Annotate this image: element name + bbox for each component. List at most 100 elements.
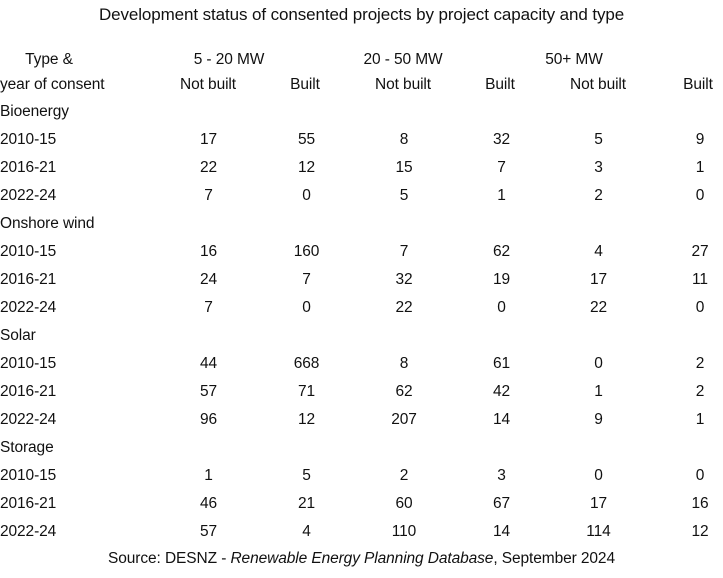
- value-cell: 9: [594, 411, 603, 428]
- period-label: 2022-24: [0, 187, 57, 204]
- table-row: 2016-21 22 12 15 7 3 1: [0, 154, 723, 182]
- section-label: Solar: [0, 327, 36, 344]
- value-cell: 16: [691, 495, 709, 512]
- value-cell: 67: [492, 495, 511, 512]
- value-cell: 1: [204, 467, 213, 484]
- value-cell: 0: [594, 467, 603, 484]
- value-cell: 0: [302, 187, 311, 204]
- value-cell: 24: [199, 271, 218, 288]
- chart-title: Development status of consented projects…: [98, 5, 625, 24]
- value-cell: 7: [302, 271, 311, 288]
- value-cell: 8: [399, 131, 409, 148]
- period-label: 2010-15: [0, 243, 57, 260]
- value-cell: 7: [399, 243, 409, 260]
- value-cell: 4: [594, 243, 603, 260]
- section-label: Onshore wind: [0, 215, 95, 232]
- section-header-row: Bioenergy: [0, 98, 723, 126]
- corner-header-line2: year of consent: [0, 76, 105, 93]
- source-note: Source: DESNZ - Renewable Energy Plannin…: [0, 546, 723, 572]
- value-cell: 61: [492, 355, 511, 372]
- value-cell: 57: [199, 523, 218, 540]
- capacity-group-header-row: Type & 5 - 20 MW 20 - 50 MW 50+ MW: [0, 46, 723, 74]
- value-cell: 11: [692, 271, 708, 288]
- value-cell: 207: [391, 411, 417, 428]
- value-cell: 8: [399, 355, 409, 372]
- section-label: Bioenergy: [0, 103, 69, 120]
- table-row: 2010-15 1 5 2 3 0 0: [0, 462, 723, 490]
- table-row: 2022-24 7 0 22 0 22 0: [0, 294, 723, 322]
- period-label: 2010-15: [0, 131, 57, 148]
- value-cell: 17: [199, 131, 218, 148]
- value-cell: 0: [497, 299, 506, 316]
- value-cell: 22: [589, 299, 608, 316]
- section-label: Storage: [0, 439, 54, 456]
- value-cell: 2: [594, 187, 603, 204]
- subheader-built-3: Built: [683, 76, 713, 93]
- value-cell: 3: [497, 467, 506, 484]
- table-row: 2022-24 7 0 5 1 2 0: [0, 182, 723, 210]
- value-cell: 14: [492, 411, 511, 428]
- value-cell: 57: [199, 383, 218, 400]
- period-label: 2016-21: [0, 495, 57, 512]
- period-label: 2022-24: [0, 411, 57, 428]
- value-cell: 21: [297, 495, 316, 512]
- value-cell: 0: [695, 299, 705, 316]
- section-header-row: Storage: [0, 434, 723, 462]
- value-cell: 4: [302, 523, 311, 540]
- value-cell: 0: [695, 187, 705, 204]
- value-cell: 160: [293, 243, 320, 260]
- table-row: 2010-15 17 55 8 32 5 9: [0, 126, 723, 154]
- value-cell: 1: [695, 411, 705, 428]
- value-cell: 0: [695, 467, 705, 484]
- status-header-row: year of consent Not built Built Not buil…: [0, 71, 723, 99]
- value-cell: 71: [297, 383, 316, 400]
- value-cell: 7: [204, 187, 213, 204]
- subheader-not-built-1: Not built: [180, 76, 236, 93]
- value-cell: 2: [695, 355, 705, 372]
- value-cell: 62: [492, 243, 511, 260]
- subheader-built-2: Built: [485, 76, 515, 93]
- period-label: 2022-24: [0, 523, 57, 540]
- value-cell: 19: [492, 271, 511, 288]
- table-row: 2022-24 57 4 110 14 114 12: [0, 518, 723, 546]
- value-cell: 22: [199, 159, 218, 176]
- table-row: 2010-15 16 160 7 62 4 27: [0, 238, 723, 266]
- value-cell: 7: [497, 159, 506, 176]
- value-cell: 62: [395, 383, 413, 400]
- value-cell: 2: [399, 467, 409, 484]
- source-prefix: Source: DESNZ -: [108, 550, 231, 567]
- subheader-not-built-3: Not built: [570, 76, 626, 93]
- value-cell: 32: [492, 131, 511, 148]
- value-cell: 5: [302, 467, 311, 484]
- capacity-group-50plus-mw: 50+ MW: [545, 51, 603, 68]
- value-cell: 12: [297, 159, 316, 176]
- value-cell: 42: [492, 383, 511, 400]
- value-cell: 2: [695, 383, 705, 400]
- value-cell: 110: [391, 523, 417, 540]
- value-cell: 17: [589, 271, 608, 288]
- value-cell: 5: [399, 187, 409, 204]
- table-row: 2010-15 44 668 8 61 0 2: [0, 350, 723, 378]
- period-label: 2016-21: [0, 159, 57, 176]
- capacity-group-20-50mw: 20 - 50 MW: [363, 51, 443, 68]
- source-suffix: , September 2024: [493, 550, 615, 567]
- value-cell: 22: [395, 299, 413, 316]
- value-cell: 60: [395, 495, 413, 512]
- section-header-row: Onshore wind: [0, 210, 723, 238]
- value-cell: 12: [691, 523, 709, 540]
- value-cell: 0: [302, 299, 311, 316]
- value-cell: 46: [199, 495, 218, 512]
- value-cell: 27: [691, 243, 709, 260]
- value-cell: 1: [695, 159, 705, 176]
- corner-header-line1: Type &: [25, 51, 73, 68]
- period-label: 2010-15: [0, 467, 57, 484]
- value-cell: 9: [695, 131, 705, 148]
- source-database-name: Renewable Energy Planning Database: [230, 550, 494, 567]
- subheader-built-1: Built: [290, 76, 320, 93]
- value-cell: 114: [586, 523, 611, 540]
- value-cell: 12: [297, 411, 316, 428]
- data-table: Bioenergy 2010-15 17 55 8 32 5 9 2016-21 22 12 15 7 3…: [0, 98, 723, 546]
- table-row: 2016-21 57 71 62 42 1 2: [0, 378, 723, 406]
- value-cell: 17: [589, 495, 608, 512]
